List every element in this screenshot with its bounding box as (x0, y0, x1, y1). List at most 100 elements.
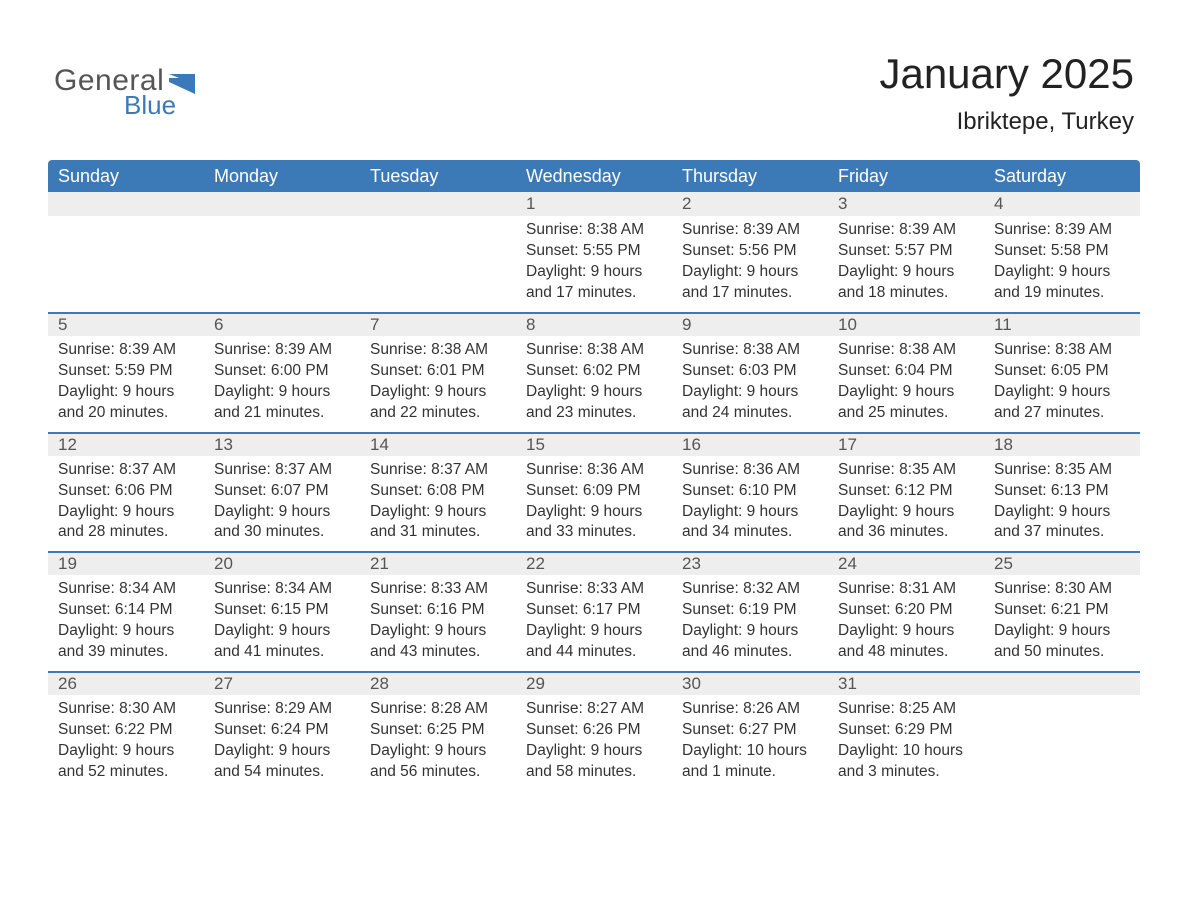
sunrise-line: Sunrise: 8:39 AM (58, 340, 194, 361)
day-body: Sunrise: 8:37 AMSunset: 6:08 PMDaylight:… (360, 456, 516, 552)
calendar-daynum-cell: 11 (984, 312, 1140, 336)
calendar-daynum-row: 12131415161718 (48, 432, 1140, 456)
day-body: Sunrise: 8:35 AMSunset: 6:12 PMDaylight:… (828, 456, 984, 552)
day-number: 2 (672, 194, 691, 214)
daylight-line: Daylight: 9 hours and 24 minutes. (682, 382, 818, 424)
day-number: 22 (516, 554, 545, 574)
calendar-day-cell: Sunrise: 8:28 AMSunset: 6:25 PMDaylight:… (360, 695, 516, 791)
day-number: 12 (48, 435, 77, 455)
sunrise-line: Sunrise: 8:39 AM (214, 340, 350, 361)
day-body: Sunrise: 8:35 AMSunset: 6:13 PMDaylight:… (984, 456, 1140, 552)
sunrise-line: Sunrise: 8:34 AM (214, 579, 350, 600)
day-number: 29 (516, 674, 545, 694)
day-body: Sunrise: 8:36 AMSunset: 6:10 PMDaylight:… (672, 456, 828, 552)
calendar-day-cell: Sunrise: 8:37 AMSunset: 6:07 PMDaylight:… (204, 456, 360, 552)
day-body: Sunrise: 8:38 AMSunset: 5:55 PMDaylight:… (516, 216, 672, 312)
day-body: Sunrise: 8:38 AMSunset: 6:04 PMDaylight:… (828, 336, 984, 432)
calendar-day-cell: Sunrise: 8:32 AMSunset: 6:19 PMDaylight:… (672, 575, 828, 671)
daylight-line: Daylight: 9 hours and 22 minutes. (370, 382, 506, 424)
daylight-line: Daylight: 9 hours and 33 minutes. (526, 502, 662, 544)
calendar-header-cell: Wednesday (516, 166, 672, 187)
calendar-daynum-cell: 4 (984, 192, 1140, 216)
calendar-daynum-row: 1234 (48, 192, 1140, 216)
calendar-daynum-cell: 7 (360, 312, 516, 336)
sunset-line: Sunset: 6:16 PM (370, 600, 506, 621)
calendar-day-cell: Sunrise: 8:26 AMSunset: 6:27 PMDaylight:… (672, 695, 828, 791)
day-body: Sunrise: 8:25 AMSunset: 6:29 PMDaylight:… (828, 695, 984, 791)
day-number: 4 (984, 194, 1003, 214)
calendar-header-cell: Sunday (48, 166, 204, 187)
day-body: Sunrise: 8:37 AMSunset: 6:06 PMDaylight:… (48, 456, 204, 552)
calendar-daynum-cell: 15 (516, 432, 672, 456)
sunset-line: Sunset: 6:10 PM (682, 481, 818, 502)
daylight-line: Daylight: 9 hours and 37 minutes. (994, 502, 1130, 544)
day-body: Sunrise: 8:34 AMSunset: 6:14 PMDaylight:… (48, 575, 204, 671)
calendar-daynum-cell: 16 (672, 432, 828, 456)
sunset-line: Sunset: 6:29 PM (838, 720, 974, 741)
calendar-daynum-cell: 12 (48, 432, 204, 456)
day-number: 7 (360, 315, 379, 335)
calendar-day-cell: Sunrise: 8:39 AMSunset: 5:57 PMDaylight:… (828, 216, 984, 312)
calendar-header-cell: Saturday (984, 166, 1140, 187)
daylight-line: Daylight: 9 hours and 18 minutes. (838, 262, 974, 304)
sunrise-line: Sunrise: 8:38 AM (370, 340, 506, 361)
sunrise-line: Sunrise: 8:33 AM (370, 579, 506, 600)
calendar-day-cell: Sunrise: 8:33 AMSunset: 6:17 PMDaylight:… (516, 575, 672, 671)
daylight-line: Daylight: 9 hours and 48 minutes. (838, 621, 974, 663)
day-body: Sunrise: 8:39 AMSunset: 5:56 PMDaylight:… (672, 216, 828, 312)
sunset-line: Sunset: 5:56 PM (682, 241, 818, 262)
sunset-line: Sunset: 6:17 PM (526, 600, 662, 621)
calendar-day-cell: Sunrise: 8:37 AMSunset: 6:06 PMDaylight:… (48, 456, 204, 552)
day-body: Sunrise: 8:39 AMSunset: 5:58 PMDaylight:… (984, 216, 1140, 312)
sunrise-line: Sunrise: 8:39 AM (994, 220, 1130, 241)
sunset-line: Sunset: 6:19 PM (682, 600, 818, 621)
day-body: Sunrise: 8:30 AMSunset: 6:21 PMDaylight:… (984, 575, 1140, 671)
calendar-daynum-cell: 8 (516, 312, 672, 336)
daylight-line: Daylight: 9 hours and 20 minutes. (58, 382, 194, 424)
sunrise-line: Sunrise: 8:28 AM (370, 699, 506, 720)
sunset-line: Sunset: 6:24 PM (214, 720, 350, 741)
calendar-day-cell: Sunrise: 8:31 AMSunset: 6:20 PMDaylight:… (828, 575, 984, 671)
sunrise-line: Sunrise: 8:37 AM (58, 460, 194, 481)
calendar-day-cell: Sunrise: 8:38 AMSunset: 5:55 PMDaylight:… (516, 216, 672, 312)
day-number: 20 (204, 554, 233, 574)
calendar-daynum-cell: 29 (516, 671, 672, 695)
day-body: Sunrise: 8:29 AMSunset: 6:24 PMDaylight:… (204, 695, 360, 791)
calendar-day-cell: Sunrise: 8:39 AMSunset: 5:59 PMDaylight:… (48, 336, 204, 432)
sunrise-line: Sunrise: 8:37 AM (370, 460, 506, 481)
daylight-line: Daylight: 9 hours and 19 minutes. (994, 262, 1130, 304)
calendar-content-row: Sunrise: 8:38 AMSunset: 5:55 PMDaylight:… (48, 216, 1140, 312)
sunrise-line: Sunrise: 8:37 AM (214, 460, 350, 481)
calendar-day-cell: Sunrise: 8:36 AMSunset: 6:09 PMDaylight:… (516, 456, 672, 552)
sunrise-line: Sunrise: 8:34 AM (58, 579, 194, 600)
calendar-daynum-cell: 31 (828, 671, 984, 695)
day-number: 21 (360, 554, 389, 574)
day-body: Sunrise: 8:38 AMSunset: 6:03 PMDaylight:… (672, 336, 828, 432)
calendar-daynum-row: 567891011 (48, 312, 1140, 336)
calendar-header-cell: Monday (204, 166, 360, 187)
sunrise-line: Sunrise: 8:25 AM (838, 699, 974, 720)
calendar-daynum-cell: 19 (48, 551, 204, 575)
sunset-line: Sunset: 5:59 PM (58, 361, 194, 382)
sunrise-line: Sunrise: 8:36 AM (682, 460, 818, 481)
calendar-day-cell (204, 216, 360, 312)
sunrise-line: Sunrise: 8:30 AM (58, 699, 194, 720)
day-number: 25 (984, 554, 1013, 574)
calendar-day-cell: Sunrise: 8:35 AMSunset: 6:13 PMDaylight:… (984, 456, 1140, 552)
day-number: 17 (828, 435, 857, 455)
daylight-line: Daylight: 9 hours and 56 minutes. (370, 741, 506, 783)
calendar-daynum-cell: 1 (516, 192, 672, 216)
calendar: SundayMondayTuesdayWednesdayThursdayFrid… (48, 160, 1140, 791)
calendar-daynum-cell: 26 (48, 671, 204, 695)
calendar-daynum-cell: 17 (828, 432, 984, 456)
day-number: 15 (516, 435, 545, 455)
day-number: 13 (204, 435, 233, 455)
sunset-line: Sunset: 6:02 PM (526, 361, 662, 382)
day-body: Sunrise: 8:30 AMSunset: 6:22 PMDaylight:… (48, 695, 204, 791)
daylight-line: Daylight: 9 hours and 21 minutes. (214, 382, 350, 424)
day-number: 14 (360, 435, 389, 455)
sunset-line: Sunset: 6:07 PM (214, 481, 350, 502)
sunrise-line: Sunrise: 8:35 AM (994, 460, 1130, 481)
sunrise-line: Sunrise: 8:29 AM (214, 699, 350, 720)
sunset-line: Sunset: 6:22 PM (58, 720, 194, 741)
